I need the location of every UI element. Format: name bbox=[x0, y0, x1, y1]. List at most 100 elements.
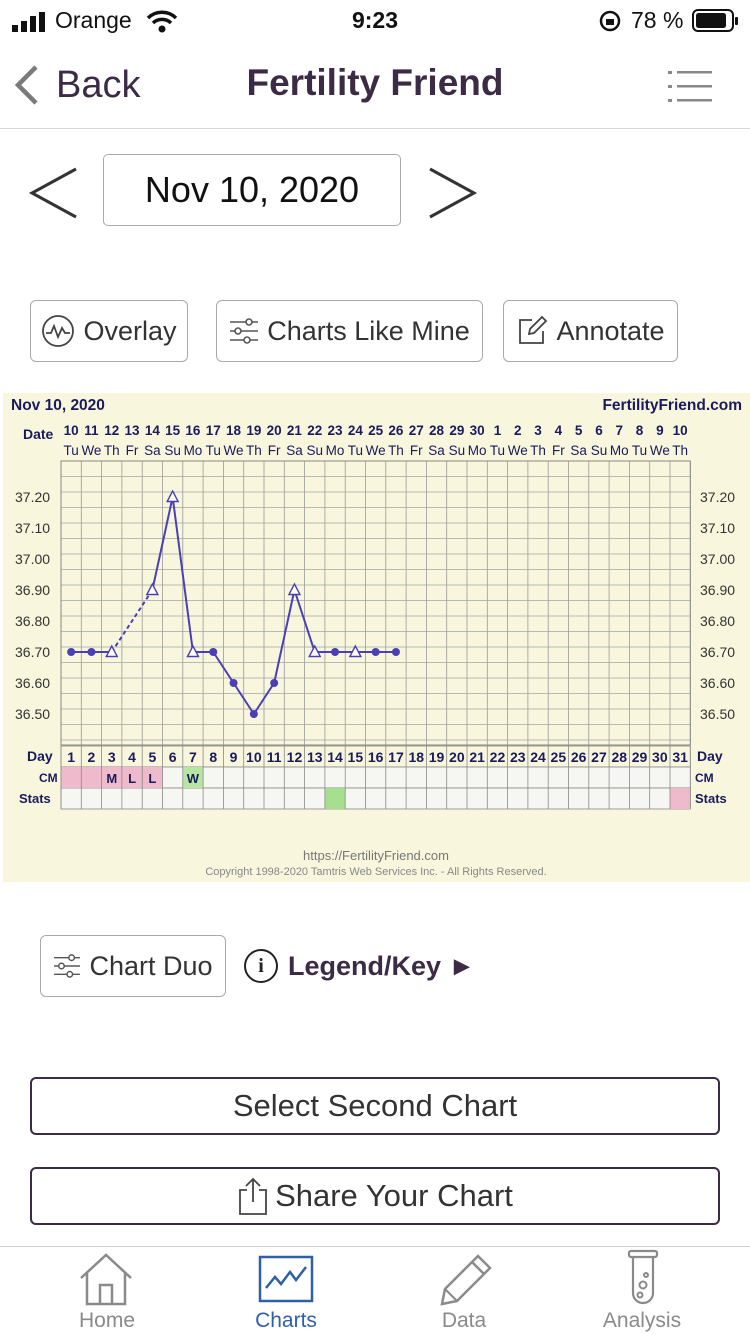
tab-data[interactable]: Data bbox=[374, 1247, 554, 1335]
temp-point-triangle bbox=[287, 582, 302, 596]
list-icon[interactable] bbox=[666, 66, 714, 106]
chart-icon bbox=[258, 1255, 314, 1303]
day-label: 14 bbox=[327, 749, 343, 765]
stats-cell bbox=[670, 788, 691, 809]
temp-point bbox=[209, 648, 218, 656]
date-label: 6 bbox=[595, 423, 603, 438]
cm-cell bbox=[81, 767, 102, 788]
temp-segment bbox=[151, 496, 174, 591]
date-selector[interactable]: Nov 10, 2020 bbox=[103, 154, 401, 226]
temp-segment bbox=[293, 589, 316, 653]
temp-segment bbox=[253, 682, 275, 715]
date-label: 30 bbox=[470, 423, 485, 438]
overlay-button[interactable]: Overlay bbox=[30, 300, 188, 362]
select-second-chart-button[interactable]: Select Second Chart bbox=[30, 1077, 720, 1135]
date-label: 19 bbox=[246, 423, 261, 438]
day-label: 20 bbox=[449, 749, 465, 765]
charts-like-mine-button[interactable]: Charts Like Mine bbox=[216, 300, 483, 362]
date-label: 27 bbox=[409, 423, 424, 438]
weekday-label: Mo bbox=[326, 443, 345, 458]
edit-icon bbox=[519, 315, 548, 344]
temp-point bbox=[331, 648, 340, 656]
temp-segment bbox=[232, 682, 255, 715]
date-label: 28 bbox=[429, 423, 445, 438]
date-label: 29 bbox=[449, 423, 464, 438]
chart-site-name: FertilityFriend.com bbox=[602, 397, 742, 414]
weekday-label: Th bbox=[104, 443, 120, 458]
weekday-label: Th bbox=[672, 443, 688, 458]
tab-analysis[interactable]: Analysis bbox=[552, 1247, 732, 1335]
day-label: 16 bbox=[368, 749, 384, 765]
next-date-button[interactable] bbox=[426, 166, 478, 220]
charts-like-mine-label: Charts Like Mine bbox=[267, 315, 470, 346]
y-tick-label-right: 36.90 bbox=[700, 582, 735, 598]
temp-point-triangle bbox=[165, 489, 180, 503]
date-label: 16 bbox=[185, 423, 201, 438]
temp-point bbox=[249, 710, 258, 718]
weekday-label: We bbox=[508, 443, 528, 458]
y-tick-label: 36.60 bbox=[15, 675, 50, 691]
tab-home[interactable]: Home bbox=[17, 1247, 197, 1335]
date-row-label: Date bbox=[23, 426, 54, 442]
weekday-label: Su bbox=[164, 443, 181, 458]
date-label: 22 bbox=[307, 423, 322, 438]
day-label: 25 bbox=[551, 749, 567, 765]
day-label: 30 bbox=[652, 749, 668, 765]
cm-cell bbox=[182, 767, 204, 788]
back-button[interactable]: Back bbox=[12, 60, 140, 110]
temperature-chart: 37.20 37.20 37.10 37.10 37.00 37.00 36.90 36.90… bbox=[3, 393, 750, 882]
day-label: 26 bbox=[571, 749, 587, 765]
date-label: 17 bbox=[206, 423, 221, 438]
weekday-label: We bbox=[81, 443, 101, 458]
tab-charts-label: Charts bbox=[255, 1309, 317, 1332]
date-label: 26 bbox=[388, 423, 404, 438]
info-icon: i bbox=[244, 949, 278, 983]
chart-duo-label: Chart Duo bbox=[89, 950, 213, 981]
cm-cell-label: L bbox=[128, 771, 136, 786]
cm-row-label: CM bbox=[39, 771, 58, 785]
day-label: 1 bbox=[67, 749, 75, 765]
y-tick-label: 36.90 bbox=[15, 582, 50, 598]
temp-point-triangle bbox=[308, 644, 322, 658]
date-label: 24 bbox=[348, 423, 364, 438]
temp-point bbox=[229, 679, 238, 687]
stats-cell bbox=[324, 788, 346, 809]
stats-row-label: Stats bbox=[19, 791, 51, 806]
date-label: 9 bbox=[656, 423, 664, 438]
date-label: 12 bbox=[104, 423, 119, 438]
share-chart-button[interactable]: Share Your Chart bbox=[30, 1167, 720, 1225]
y-tick-label-right: 36.50 bbox=[700, 706, 735, 722]
weekday-label: Sa bbox=[144, 443, 161, 458]
day-row-label-right: Day bbox=[697, 748, 723, 764]
date-label: 4 bbox=[555, 423, 563, 438]
date-label: 15 bbox=[165, 423, 181, 438]
cm-cell bbox=[121, 767, 143, 788]
prev-date-button[interactable] bbox=[28, 166, 80, 220]
y-tick-label-right: 36.70 bbox=[700, 644, 735, 660]
legend-key-link[interactable]: i Legend/Key ► bbox=[244, 946, 475, 986]
y-tick-label: 36.80 bbox=[15, 613, 50, 629]
annotate-button[interactable]: Annotate bbox=[503, 300, 678, 362]
overlay-label: Overlay bbox=[83, 315, 177, 346]
day-label: 9 bbox=[230, 749, 238, 765]
weekday-label: Tu bbox=[348, 443, 363, 458]
share-chart-label: Share Your Chart bbox=[275, 1178, 513, 1213]
home-icon bbox=[80, 1253, 132, 1306]
tab-charts[interactable]: Charts bbox=[196, 1247, 376, 1335]
day-label: 10 bbox=[246, 749, 262, 765]
weekday-label: Sa bbox=[428, 443, 445, 458]
test-tube-icon bbox=[627, 1249, 659, 1305]
date-label: 25 bbox=[368, 423, 384, 438]
day-label: 21 bbox=[469, 749, 485, 765]
day-label: 31 bbox=[672, 749, 688, 765]
day-label: 8 bbox=[209, 749, 217, 765]
chart-duo-button[interactable]: Chart Duo bbox=[40, 935, 226, 997]
y-tick-label: 37.10 bbox=[15, 520, 50, 536]
y-tick-label-right: 37.10 bbox=[700, 520, 735, 536]
day-label: 13 bbox=[307, 749, 323, 765]
weekday-label: Tu bbox=[64, 443, 79, 458]
tab-home-label: Home bbox=[78, 1309, 136, 1332]
date-label: 11 bbox=[84, 423, 99, 438]
date-label: 10 bbox=[673, 423, 688, 438]
chart-copyright: Copyright 1998-2020 Tamtris Web Services… bbox=[205, 866, 546, 878]
